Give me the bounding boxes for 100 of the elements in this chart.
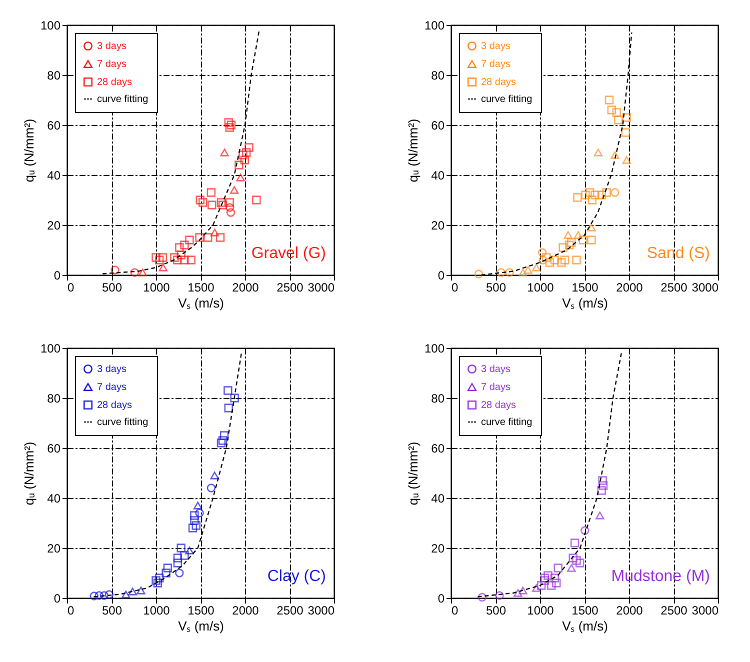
x-tick-label: 1000 bbox=[527, 280, 554, 294]
point bbox=[176, 544, 186, 552]
point bbox=[550, 256, 560, 264]
x-tick-label: 1000 bbox=[143, 280, 170, 294]
point bbox=[236, 174, 245, 182]
legend-label: 28 days bbox=[481, 77, 516, 88]
point bbox=[210, 228, 220, 236]
point bbox=[614, 116, 623, 124]
point bbox=[567, 238, 576, 247]
point bbox=[224, 118, 233, 127]
point bbox=[474, 270, 484, 278]
y-tick-label: 20 bbox=[47, 542, 61, 556]
point bbox=[138, 268, 148, 276]
point bbox=[547, 581, 556, 590]
x-tick-label: 2500 bbox=[276, 604, 304, 618]
y-axis-title: qᵤ (N/mm²) bbox=[405, 442, 420, 506]
y-tick-label: 80 bbox=[47, 392, 61, 406]
point bbox=[128, 588, 137, 596]
point bbox=[104, 590, 114, 599]
legend-label: curve fitting bbox=[97, 417, 148, 428]
point bbox=[542, 253, 551, 262]
point bbox=[208, 200, 216, 210]
point bbox=[540, 576, 550, 585]
x-tick-label: 2000 bbox=[232, 280, 260, 294]
y-tick-label: 80 bbox=[431, 68, 445, 82]
legend-label: 28 days bbox=[97, 77, 132, 88]
point bbox=[175, 243, 184, 252]
point bbox=[206, 484, 216, 492]
point bbox=[185, 546, 194, 554]
point bbox=[572, 556, 581, 565]
y-tick-label: 40 bbox=[431, 168, 445, 182]
y-axis-title: qᵤ (N/mm²) bbox=[21, 118, 36, 182]
point bbox=[545, 258, 554, 267]
x-tick-label: 500 bbox=[102, 280, 122, 294]
point bbox=[220, 148, 229, 156]
x-tick-label: 3000 bbox=[308, 604, 335, 618]
point bbox=[225, 198, 234, 207]
point bbox=[610, 151, 620, 159]
point bbox=[565, 240, 574, 250]
point bbox=[216, 233, 225, 242]
point bbox=[192, 521, 200, 530]
point bbox=[557, 258, 566, 267]
point bbox=[220, 431, 229, 440]
point bbox=[158, 253, 168, 262]
point bbox=[587, 224, 596, 232]
point bbox=[180, 240, 189, 250]
point bbox=[612, 108, 621, 117]
point bbox=[585, 188, 594, 197]
x-tick-label: 2500 bbox=[276, 280, 304, 294]
legend-label: 7 days bbox=[481, 59, 510, 70]
x-axis-title: Vₛ (m/s) bbox=[178, 618, 224, 634]
point bbox=[230, 394, 239, 402]
point bbox=[622, 156, 632, 164]
legend-label: curve fitting bbox=[481, 94, 532, 105]
point bbox=[173, 558, 182, 568]
point bbox=[186, 256, 196, 264]
point bbox=[216, 438, 226, 448]
point bbox=[580, 526, 590, 535]
point bbox=[195, 508, 204, 518]
point bbox=[572, 256, 581, 264]
point bbox=[153, 578, 162, 588]
point bbox=[596, 512, 604, 520]
point bbox=[570, 538, 580, 548]
point bbox=[226, 208, 236, 217]
point bbox=[242, 148, 251, 157]
point bbox=[204, 233, 212, 242]
point bbox=[478, 592, 487, 602]
y-tick-label: 0 bbox=[438, 268, 445, 282]
point bbox=[152, 253, 160, 262]
x-tick-label: 500 bbox=[102, 604, 122, 618]
annotation: Sand (S) bbox=[646, 245, 710, 262]
x-tick-label: 1500 bbox=[572, 604, 599, 618]
y-tick-label: 0 bbox=[54, 592, 61, 606]
x-axis-title: Vₛ (m/s) bbox=[178, 296, 224, 310]
legend-label: curve fitting bbox=[97, 94, 148, 105]
point bbox=[552, 578, 561, 588]
legend-label: 3 days bbox=[97, 364, 126, 375]
point bbox=[590, 190, 600, 200]
legend-label: 7 days bbox=[481, 382, 510, 393]
point bbox=[610, 188, 620, 197]
point bbox=[621, 128, 630, 137]
point bbox=[598, 481, 608, 490]
point bbox=[597, 190, 606, 200]
point bbox=[587, 236, 596, 244]
point bbox=[122, 590, 130, 598]
x-tick-label: 0 bbox=[452, 604, 458, 618]
point bbox=[225, 123, 234, 132]
point bbox=[554, 564, 562, 572]
point bbox=[190, 516, 199, 525]
point bbox=[564, 231, 572, 239]
point bbox=[588, 196, 597, 204]
point bbox=[598, 476, 607, 485]
y-tick-label: 20 bbox=[47, 218, 61, 232]
point bbox=[604, 96, 614, 104]
point bbox=[185, 236, 194, 244]
point bbox=[568, 554, 578, 562]
legend-label: 7 days bbox=[97, 59, 126, 70]
y-tick-label: 100 bbox=[424, 342, 445, 356]
point bbox=[597, 486, 606, 495]
point bbox=[196, 196, 204, 204]
